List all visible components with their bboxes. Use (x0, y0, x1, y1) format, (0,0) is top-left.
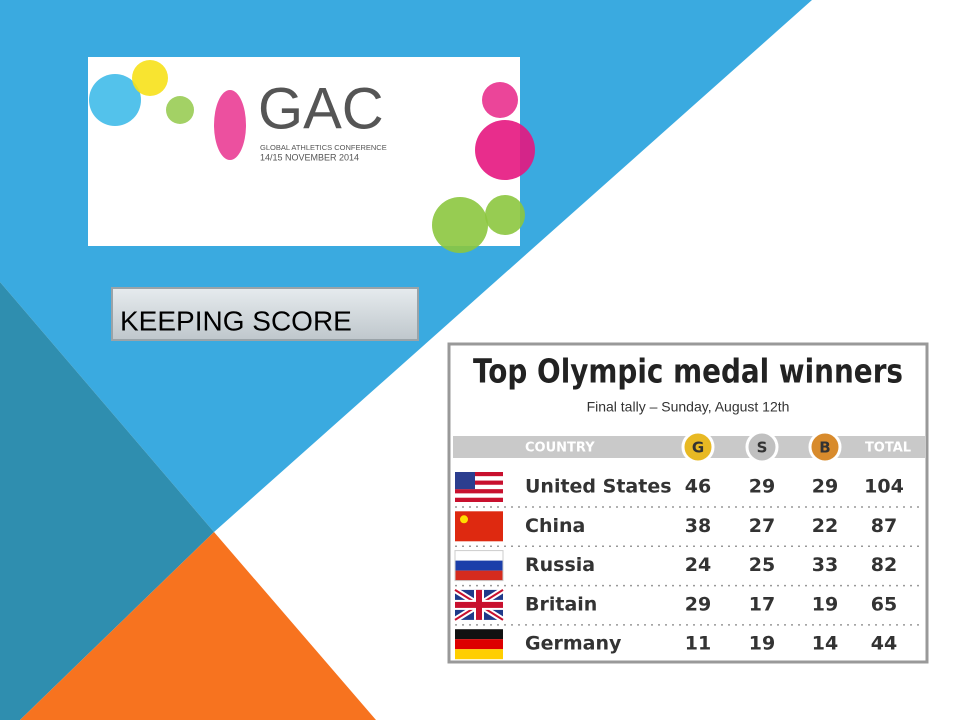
medal-count: 17 (749, 593, 775, 615)
flag-part (455, 472, 503, 477)
keeping-score-button: KEEPING SCORE (111, 287, 419, 341)
medal-count: 44 (871, 633, 897, 655)
logo: GAC GLOBAL ATHLETICS CONFERENCE 14/15 NO… (88, 57, 535, 253)
splash (485, 195, 525, 235)
flag-part (455, 489, 503, 494)
country-name: Britain (525, 593, 597, 615)
flag-part (460, 515, 468, 524)
medal-count: 82 (871, 554, 897, 576)
medal-count: 46 (685, 476, 711, 498)
medal-count: 29 (685, 593, 711, 615)
medal-icon (745, 430, 779, 464)
button-label: KEEPING SCORE (120, 305, 352, 336)
medal-count: 22 (812, 515, 838, 537)
flag-part (455, 476, 503, 481)
medal-count: 29 (812, 476, 838, 498)
medal-count: 65 (871, 593, 897, 615)
splash (432, 197, 488, 253)
medal-count: 11 (685, 633, 711, 655)
header-cell: TOTAL (865, 441, 911, 456)
flag-part (455, 570, 503, 581)
country-name: United States (525, 476, 672, 498)
runner (214, 90, 246, 160)
splash (166, 96, 194, 124)
flag-part (455, 560, 503, 571)
medal-count: 19 (749, 633, 775, 655)
table-panel (447, 342, 929, 664)
header-cell: COUNTRY (525, 441, 595, 456)
flag-part (455, 639, 503, 650)
country-name: China (525, 515, 585, 537)
medal-count: 25 (749, 554, 775, 576)
logo-dates: 14/15 NOVEMBER 2014 (260, 152, 359, 162)
header-cell: S (757, 439, 768, 457)
medal-count: 38 (685, 515, 711, 537)
button-box (111, 287, 419, 341)
header-cell: G (692, 439, 704, 457)
table-title: Top Olympic medal winners (473, 352, 903, 391)
flag-part (455, 493, 503, 498)
flag-part (476, 589, 482, 620)
flag-part (455, 472, 475, 490)
medal-count: 29 (749, 476, 775, 498)
medal-count: 33 (812, 554, 838, 576)
flag-part (455, 484, 503, 490)
flag-part (455, 497, 503, 502)
header-cell: B (819, 439, 830, 457)
medal-count: 14 (812, 633, 838, 655)
flag-border (454, 550, 504, 582)
table-subtitle: Final tally – Sunday, August 12th (587, 399, 790, 415)
medal-count: 87 (871, 515, 897, 537)
medal-icon (808, 430, 842, 464)
splash (482, 82, 518, 118)
logo-title: GAC (258, 76, 384, 141)
orange-triangle (20, 532, 376, 720)
flag-part (455, 550, 503, 561)
splash (475, 120, 535, 180)
country-name: Russia (525, 554, 595, 576)
flag-part (455, 480, 503, 485)
flag-part (455, 649, 503, 660)
splash (89, 74, 141, 126)
splash (132, 60, 168, 96)
medal-count: 27 (749, 515, 775, 537)
country-name: Germany (525, 633, 622, 655)
logo-subtitle: GLOBAL ATHLETICS CONFERENCE (260, 143, 387, 152)
medal-icon (681, 430, 715, 464)
teal-triangle (0, 282, 214, 720)
flag-part (455, 629, 503, 640)
medal-count: 104 (864, 476, 904, 498)
medal-count: 19 (812, 593, 838, 615)
medal-count: 24 (685, 554, 711, 576)
